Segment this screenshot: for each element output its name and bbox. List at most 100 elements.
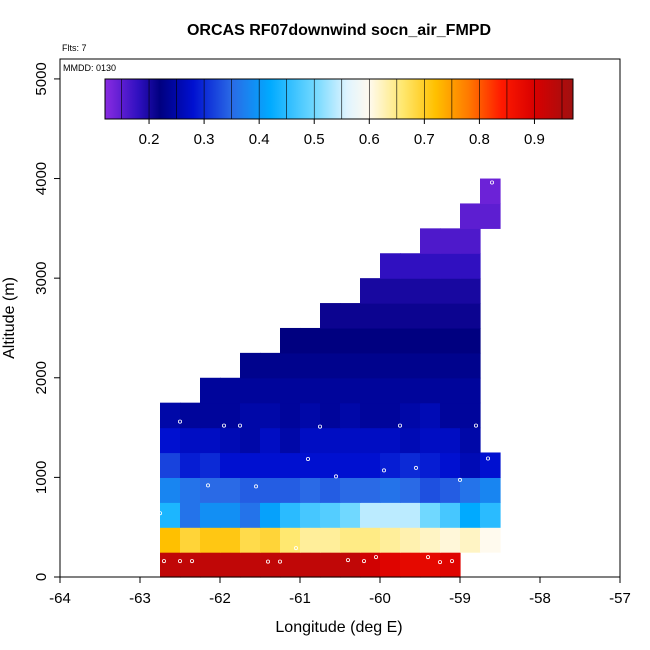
heatmap-cell xyxy=(340,303,361,329)
heatmap-cell xyxy=(240,452,261,478)
heatmap-cell xyxy=(380,377,401,404)
heatmap-cell xyxy=(380,427,401,454)
heatmap-cell xyxy=(420,502,441,528)
heatmap-cell xyxy=(320,477,341,503)
heatmap-cell xyxy=(160,452,181,478)
heatmap-cell xyxy=(460,253,481,279)
heatmap-cell xyxy=(240,552,261,578)
heatmap-cells xyxy=(160,178,501,578)
heatmap-cell xyxy=(340,477,361,503)
colorbar-tick-label: 0.3 xyxy=(194,131,215,148)
heatmap-cell xyxy=(260,452,281,478)
heatmap-cell xyxy=(220,502,241,528)
chart-title: ORCAS RF07downwind socn_air_FMPD xyxy=(187,22,491,39)
sample-marker xyxy=(265,559,270,564)
heatmap-cell xyxy=(360,452,381,478)
heatmap-cell xyxy=(160,402,181,429)
heatmap-cell xyxy=(360,427,381,454)
heatmap-cell xyxy=(380,402,401,429)
sample-marker xyxy=(361,559,366,564)
sample-marker xyxy=(161,559,166,564)
sample-marker xyxy=(485,456,490,461)
heatmap-cell xyxy=(260,427,281,454)
sample-marker xyxy=(189,559,194,564)
sample-marker xyxy=(449,559,454,564)
heatmap-cell xyxy=(180,427,201,454)
heatmap-cell xyxy=(380,278,401,304)
heatmap-cell xyxy=(420,402,441,429)
y-tick-label: 3000 xyxy=(33,261,50,294)
heatmap-cell xyxy=(380,552,401,578)
heatmap-cell xyxy=(340,452,361,478)
heatmap-cell xyxy=(460,352,481,379)
heatmap-cell xyxy=(280,377,301,404)
sample-marker xyxy=(205,483,210,488)
colorbar-tick-label: 0.2 xyxy=(139,131,160,148)
sample-marker xyxy=(177,419,182,424)
heatmap-cell xyxy=(380,253,401,279)
heatmap-cell xyxy=(460,228,481,254)
heatmap-cell xyxy=(420,377,441,404)
heatmap-cell xyxy=(480,527,501,553)
x-tick-label: -61 xyxy=(289,590,311,607)
y-tick-label: 2000 xyxy=(33,361,50,394)
heatmap-cell xyxy=(460,452,481,478)
heatmap-cell xyxy=(420,427,441,454)
heatmap-cell xyxy=(420,303,441,329)
heatmap-cell xyxy=(440,352,461,379)
heatmap-cell xyxy=(440,327,461,354)
heatmap-cell xyxy=(220,427,241,454)
heatmap-cell xyxy=(200,552,221,578)
sample-marker xyxy=(413,465,418,470)
x-tick-label: -58 xyxy=(529,590,551,607)
heatmap-cell xyxy=(420,327,441,354)
heatmap-cell xyxy=(160,552,181,578)
heatmap-cell xyxy=(220,452,241,478)
heatmap-cell xyxy=(260,502,281,528)
heatmap-cell xyxy=(200,477,221,503)
heatmap-cell xyxy=(260,527,281,553)
sample-marker xyxy=(501,274,506,279)
heatmap-cell xyxy=(460,402,481,429)
heatmap-cell xyxy=(480,452,501,478)
sample-marker xyxy=(522,544,527,549)
heatmap-cell xyxy=(440,278,461,304)
heatmap-cell xyxy=(240,427,261,454)
heatmap-cell xyxy=(400,527,421,553)
heatmap-cell xyxy=(460,377,481,404)
heatmap-cell xyxy=(420,552,441,578)
heatmap-cell xyxy=(420,452,441,478)
heatmap-cell xyxy=(480,178,501,205)
heatmap-cell xyxy=(340,502,361,528)
heatmap-cell xyxy=(400,427,421,454)
heatmap-cell xyxy=(400,253,421,279)
x-tick-label: -63 xyxy=(129,590,151,607)
heatmap-cell xyxy=(420,477,441,503)
sample-marker xyxy=(253,484,258,489)
heatmap-cell xyxy=(240,502,261,528)
heatmap-cell xyxy=(480,502,501,528)
heatmap-cell xyxy=(240,402,261,429)
heatmap-cell xyxy=(360,327,381,354)
heatmap-cell xyxy=(200,377,221,404)
heatmap-cell xyxy=(160,527,181,553)
heatmap-cell xyxy=(160,477,181,503)
y-tick-label: 0 xyxy=(33,573,50,581)
heatmap-cell xyxy=(360,352,381,379)
heatmap-cell xyxy=(400,402,421,429)
heatmap-cell xyxy=(460,303,481,329)
heatmap-cell xyxy=(360,402,381,429)
heatmap-cell xyxy=(320,452,341,478)
sample-marker xyxy=(237,423,242,428)
heatmap-cell xyxy=(420,352,441,379)
heatmap-cell xyxy=(300,427,321,454)
heatmap-cell xyxy=(200,452,221,478)
heatmap-cell xyxy=(280,327,301,354)
heatmap-cell xyxy=(360,502,381,528)
heatmap-cell xyxy=(280,352,301,379)
heatmap-cell xyxy=(320,502,341,528)
heatmap-cell xyxy=(160,427,181,454)
heatmap-cell xyxy=(260,352,281,379)
sample-marker xyxy=(437,560,442,565)
